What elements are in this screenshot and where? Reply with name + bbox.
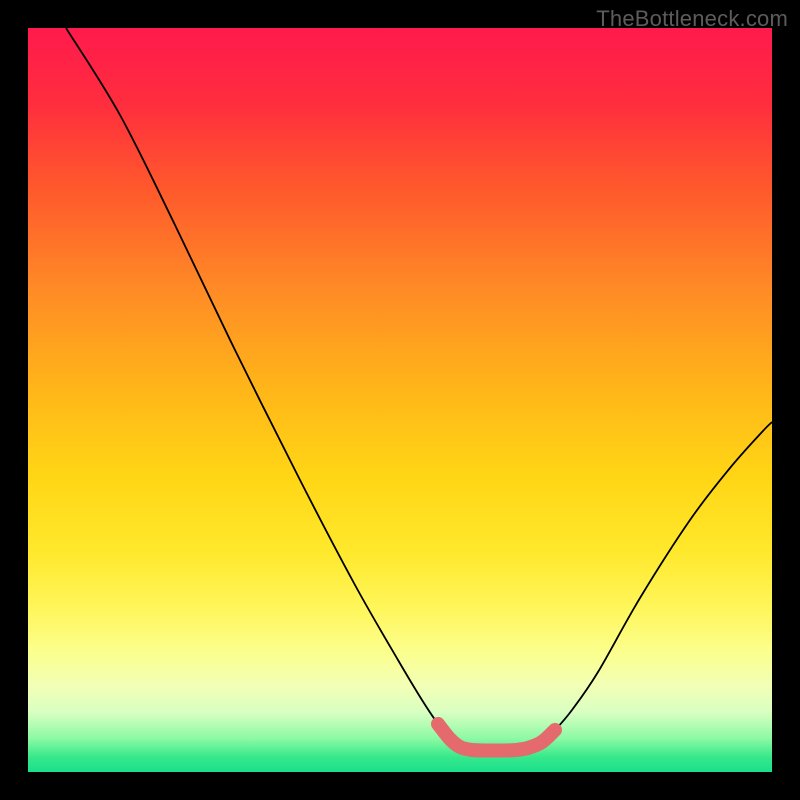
plot-background xyxy=(28,28,772,772)
bottleneck-curve-chart xyxy=(0,0,800,800)
chart-container: TheBottleneck.com xyxy=(0,0,800,800)
watermark-text: TheBottleneck.com xyxy=(596,6,788,32)
